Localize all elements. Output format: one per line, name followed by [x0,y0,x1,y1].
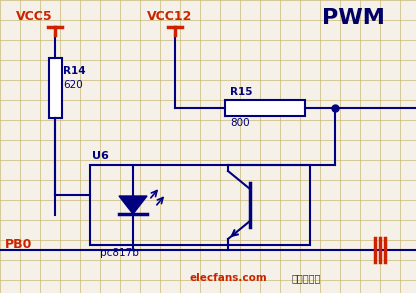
Text: VCC12: VCC12 [147,10,192,23]
Bar [225,100,305,116]
Text: 620: 620 [63,80,83,90]
Text: VCC5: VCC5 [16,10,53,23]
Text: PB0: PB0 [5,238,32,251]
Polygon shape [119,196,147,214]
Text: R15: R15 [230,87,253,97]
Bar [49,58,62,118]
Text: R14: R14 [63,66,86,76]
Text: pc817b: pc817b [100,248,139,258]
Text: 电子发烧友: 电子发烧友 [292,273,322,283]
Text: elecfans.com: elecfans.com [190,273,268,283]
Text: PWM: PWM [322,8,385,28]
Text: 800: 800 [230,118,250,128]
Bar [90,165,310,245]
Text: U6: U6 [92,151,109,161]
